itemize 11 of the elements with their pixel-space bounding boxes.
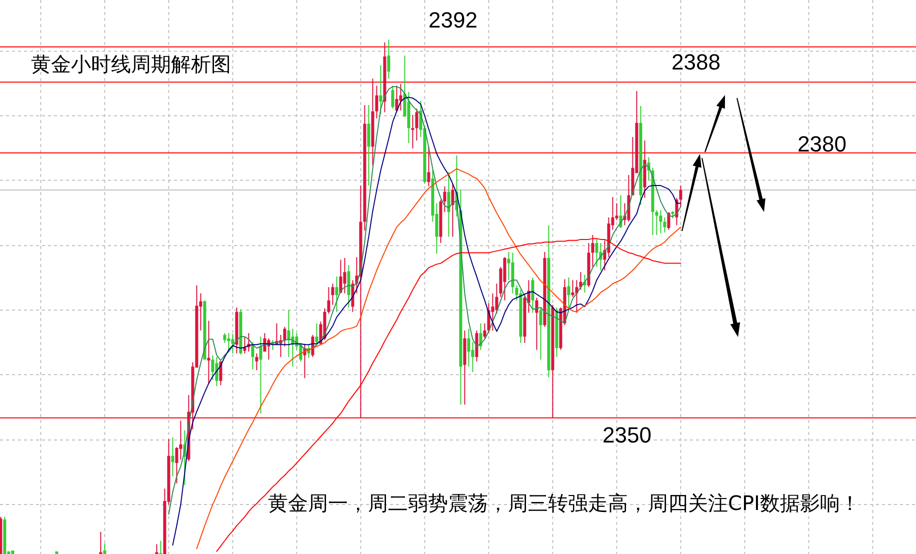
ref-line-label: 2350	[602, 422, 652, 448]
ref-line-label: 2392	[428, 8, 478, 32]
candlestick	[99, 532, 102, 554]
candlestick	[411, 114, 414, 148]
candlestick	[155, 544, 158, 554]
candlestick	[159, 540, 162, 554]
annotation: 黄金周一，周二弱势震荡，周三转强走高，周四关注CPI数据影响！	[268, 491, 860, 515]
candlestick	[207, 320, 210, 384]
ref-line-label: 2388	[672, 50, 720, 74]
ref-line-label: 2380	[798, 132, 846, 156]
text: 黄金小时线周期解析图	[31, 52, 231, 76]
